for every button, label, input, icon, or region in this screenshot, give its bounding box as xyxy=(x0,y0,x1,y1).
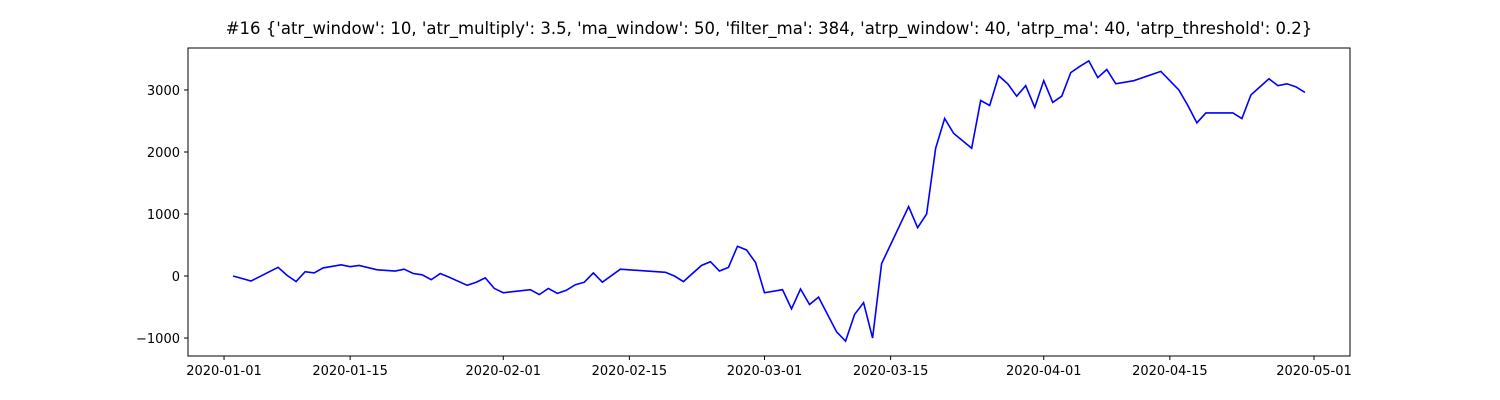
y-tick-label: 0 xyxy=(172,270,180,285)
plot-frame xyxy=(187,47,1351,357)
y-tick-label: 3000 xyxy=(147,84,180,99)
x-tick-label: 2020-03-01 xyxy=(727,364,803,379)
x-tick-label: 2020-04-15 xyxy=(1132,364,1208,379)
chart-title: #16 {'atr_window': 10, 'atr_multiply': 3… xyxy=(226,19,1313,39)
y-tick-label: 1000 xyxy=(147,208,180,223)
x-tick-label: 2020-03-15 xyxy=(853,364,929,379)
x-tick-label: 2020-02-01 xyxy=(465,364,541,379)
x-tick-label: 2020-01-15 xyxy=(312,364,388,379)
y-tick-label: −1000 xyxy=(136,332,180,347)
x-tick-label: 2020-01-01 xyxy=(186,364,262,379)
x-tick-label: 2020-02-15 xyxy=(592,364,668,379)
x-tick-label: 2020-04-01 xyxy=(1006,364,1082,379)
line-series xyxy=(232,59,1306,343)
y-tick-label: 2000 xyxy=(147,146,180,161)
x-tick-label: 2020-05-01 xyxy=(1276,364,1352,379)
